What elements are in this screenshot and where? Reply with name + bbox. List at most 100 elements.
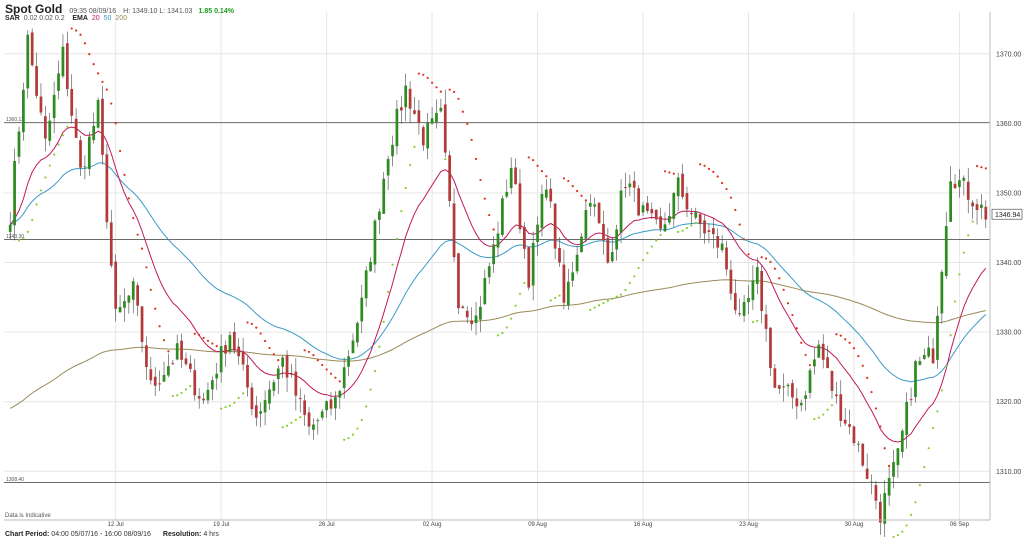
y-tick-label: 1360.00 xyxy=(996,121,1021,128)
sar-dot xyxy=(953,300,957,303)
chart-header: Spot Gold 09:35 08/09/16 H: 1349.10 L: 1… xyxy=(5,2,234,16)
sar-dot xyxy=(53,153,56,156)
candle-body xyxy=(681,173,684,197)
sar-dot xyxy=(382,320,385,323)
sar-dot xyxy=(518,292,522,295)
candle-body xyxy=(193,370,197,396)
sar-dot xyxy=(729,196,733,199)
candle-body xyxy=(760,270,764,311)
sar-dot xyxy=(980,166,983,169)
sar-dot xyxy=(351,433,355,436)
candle-body xyxy=(892,462,895,477)
candle-body xyxy=(883,493,887,524)
sar-dot xyxy=(268,346,271,350)
period-label: Chart Period: xyxy=(5,531,50,538)
sar-dot xyxy=(439,90,442,93)
candle-body xyxy=(782,386,786,388)
y-tick-label: 1320.00 xyxy=(996,399,1021,406)
sar-dot xyxy=(158,325,161,328)
candle-body xyxy=(237,346,241,357)
sar-dot xyxy=(228,404,232,407)
sar-dot xyxy=(589,308,592,311)
candle-body xyxy=(87,136,91,170)
header-change: 1.85 0.14% xyxy=(198,8,234,15)
candle-body xyxy=(905,401,909,435)
sar-dot xyxy=(492,228,495,231)
candle-body xyxy=(52,94,56,119)
sar-dot xyxy=(13,210,16,213)
candle-body xyxy=(720,243,724,251)
sar-dot xyxy=(975,164,979,168)
sar-dot xyxy=(387,290,390,293)
candle-body xyxy=(465,310,469,318)
candle-body xyxy=(610,252,614,262)
sar-dot xyxy=(176,394,179,397)
sar-dot xyxy=(747,253,750,256)
sar-dot xyxy=(971,220,974,223)
candle-body xyxy=(514,167,517,185)
candle-body xyxy=(136,285,140,306)
sar-dot xyxy=(501,331,504,335)
candle-body xyxy=(224,345,227,354)
candle-body xyxy=(584,210,588,239)
x-tick-label: 23 Aug xyxy=(739,522,758,528)
sar-dot xyxy=(114,122,117,125)
candle-body xyxy=(83,166,87,168)
candle-body xyxy=(382,178,386,214)
sar-dot xyxy=(725,187,728,191)
candle-body xyxy=(342,367,346,388)
sar-dot xyxy=(193,332,196,335)
sar-dots xyxy=(13,27,987,539)
candle-body xyxy=(202,398,205,401)
candle-body xyxy=(373,220,377,265)
candle-body xyxy=(57,73,60,91)
candle-body xyxy=(711,228,715,235)
candle-body xyxy=(597,202,601,224)
sar-dot xyxy=(532,159,535,162)
x-tick-label: 09 Aug xyxy=(528,522,547,528)
candle-body xyxy=(448,155,452,202)
sar-dot xyxy=(105,88,108,91)
y-tick-label: 1370.00 xyxy=(996,51,1021,58)
candle-body xyxy=(369,261,372,272)
candle-body xyxy=(580,236,583,253)
sar-dot xyxy=(145,266,148,269)
candle-body xyxy=(615,229,619,250)
candle-body xyxy=(646,202,649,211)
sar-dot xyxy=(22,237,25,240)
candle-body xyxy=(980,204,983,208)
sar-dot xyxy=(92,63,95,66)
sar-values: 0.02 0.02 0.2 xyxy=(23,15,65,22)
candle-body xyxy=(747,297,750,303)
sar-dot xyxy=(576,189,579,193)
candle-body xyxy=(984,206,988,220)
candle-body xyxy=(35,66,38,96)
sar-dot xyxy=(321,363,324,367)
candle-body xyxy=(219,346,223,373)
sar-dot xyxy=(39,189,43,192)
sar-dot xyxy=(202,336,205,340)
reference-line-label: 1308.40 xyxy=(6,477,24,483)
candle-body xyxy=(210,380,214,390)
candle-body xyxy=(30,32,34,66)
sar-dot xyxy=(118,149,122,153)
sar-dot xyxy=(356,427,359,430)
candle-body xyxy=(338,391,342,398)
sar-dot xyxy=(817,416,820,419)
sar-dot xyxy=(413,145,416,148)
sar-dot xyxy=(800,341,803,344)
candle-body xyxy=(285,355,289,378)
sar-dot xyxy=(527,156,530,159)
sar-dot xyxy=(804,353,807,357)
candle-body xyxy=(716,235,720,248)
sar-dot xyxy=(738,223,741,226)
sar-dot xyxy=(571,184,574,188)
sar-dot xyxy=(751,320,754,324)
candle-body xyxy=(505,191,509,197)
sar-dot xyxy=(835,333,838,336)
candle-body xyxy=(158,383,161,385)
candle-body xyxy=(663,224,667,232)
candle-body xyxy=(430,118,434,124)
sar-dot xyxy=(255,326,258,329)
